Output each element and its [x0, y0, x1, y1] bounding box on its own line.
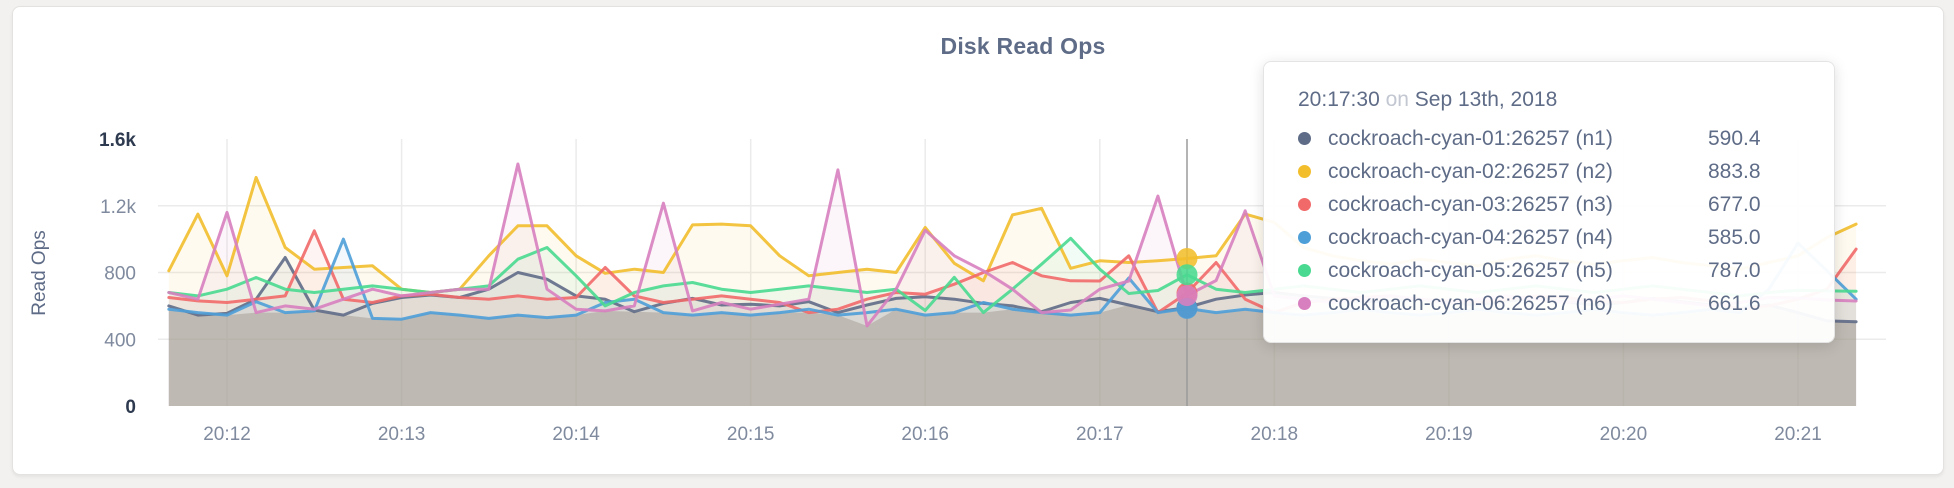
y-tick-label: 1.2k	[100, 197, 136, 218]
series-color-dot	[1298, 297, 1311, 310]
hover-tooltip: 20:17:30 on Sep 13th, 2018 cockroach-cya…	[1263, 61, 1835, 343]
series-value: 661.6	[1708, 291, 1761, 315]
x-tick-label: 20:15	[727, 424, 775, 445]
series-color-dot	[1298, 165, 1311, 178]
tooltip-date: Sep 13th, 2018	[1414, 88, 1558, 111]
series-color-dot	[1298, 132, 1311, 145]
series-name: cockroach-cyan-04:26257 (n4)	[1328, 225, 1613, 249]
x-tick-label: 20:17	[1076, 424, 1124, 445]
chart-title: Disk Read Ops	[940, 33, 1106, 59]
tooltip-time: 20:17:30	[1298, 88, 1380, 111]
disk-read-ops-chart[interactable]: 20:12 20:13 20:14 20:15 20:16 20:17 20:18 20:19…	[13, 7, 1943, 474]
hover-point-dot[interactable]	[1176, 285, 1198, 307]
tooltip-row: cockroach-cyan-01:26257 (n1) 590.4	[1298, 122, 1800, 155]
series-name: cockroach-cyan-05:26257 (n5)	[1328, 258, 1613, 282]
x-tick-label: 20:20	[1600, 424, 1648, 445]
x-tick-label: 20:16	[901, 424, 949, 445]
series-area	[168, 238, 1857, 406]
series-area	[168, 257, 1857, 406]
tooltip-row: cockroach-cyan-05:26257 (n5) 787.0	[1298, 254, 1800, 287]
series-area	[168, 230, 1857, 406]
series-value: 787.0	[1708, 258, 1761, 282]
tooltip-row: cockroach-cyan-02:26257 (n2) 883.8	[1298, 155, 1800, 188]
series-value: 590.4	[1708, 126, 1761, 150]
x-tick-label: 20:13	[378, 424, 426, 445]
tooltip-row: cockroach-cyan-04:26257 (n4) 585.0	[1298, 221, 1800, 254]
series-name: cockroach-cyan-01:26257 (n1)	[1328, 126, 1613, 150]
series-value: 585.0	[1708, 225, 1761, 249]
hover-point-dot[interactable]	[1176, 248, 1198, 269]
tooltip-row: cockroach-cyan-06:26257 (n6) 661.6	[1298, 287, 1800, 320]
x-tick-label: 20:12	[203, 424, 251, 445]
y-tick-label: 400	[104, 330, 136, 351]
series-name: cockroach-cyan-03:26257 (n3)	[1328, 192, 1613, 216]
x-tick-label: 20:14	[552, 424, 600, 445]
tooltip-header: 20:17:30 on Sep 13th, 2018	[1298, 88, 1800, 112]
y-tick-label: 1.6k	[99, 130, 136, 151]
series-color-dot	[1298, 198, 1311, 211]
tooltip-row: cockroach-cyan-03:26257 (n3) 677.0	[1298, 188, 1800, 221]
series-color-dot	[1298, 231, 1311, 244]
series-name: cockroach-cyan-06:26257 (n6)	[1328, 291, 1613, 315]
y-tick-label: 800	[104, 264, 136, 285]
x-tick-label: 20:18	[1251, 424, 1299, 445]
tooltip-conjunction: on	[1385, 88, 1409, 111]
x-tick-label: 20:19	[1425, 424, 1473, 445]
x-tick-label: 20:21	[1774, 424, 1822, 445]
series-value: 677.0	[1708, 192, 1761, 216]
series-area	[168, 239, 1857, 406]
series-area	[168, 177, 1857, 406]
series-name: cockroach-cyan-02:26257 (n2)	[1328, 159, 1613, 183]
y-axis-title: Read Ops	[29, 230, 50, 316]
y-tick-label: 0	[125, 397, 136, 418]
series-area	[168, 164, 1857, 406]
hover-point-dot[interactable]	[1176, 264, 1198, 286]
series-color-dot	[1298, 264, 1311, 277]
graph-card: Disk Read Ops 20:12 20:13 20:14 20:15 20:16 2…	[12, 6, 1944, 475]
series-value: 883.8	[1708, 159, 1761, 183]
